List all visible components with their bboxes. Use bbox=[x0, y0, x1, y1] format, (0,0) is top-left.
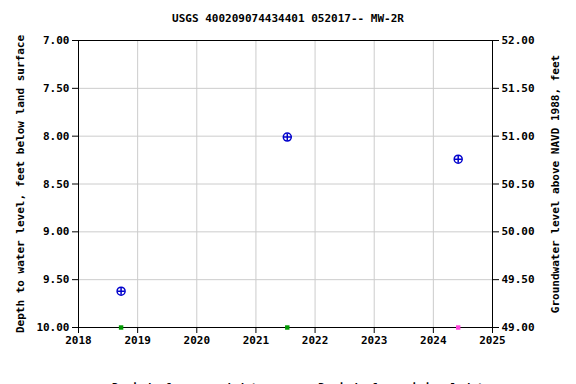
svg-text:2022: 2022 bbox=[302, 334, 329, 347]
svg-text:2020: 2020 bbox=[184, 334, 211, 347]
svg-text:Groundwater level above NAVD 1: Groundwater level above NAVD 1988, feet bbox=[549, 55, 562, 313]
svg-text:51.00: 51.00 bbox=[502, 130, 535, 143]
svg-text:50.00: 50.00 bbox=[502, 225, 535, 238]
svg-text:9.50: 9.50 bbox=[43, 273, 70, 286]
svg-text:7.50: 7.50 bbox=[43, 82, 70, 95]
svg-text:Depth to water level, feet bel: Depth to water level, feet below land su… bbox=[14, 35, 27, 333]
svg-text:2023: 2023 bbox=[361, 334, 388, 347]
svg-text:2021: 2021 bbox=[243, 334, 270, 347]
html-text:USGS 400209074434401 052017--: USGS 400209074434401 052017-- MW-2R bbox=[172, 12, 404, 25]
svg-text:2024: 2024 bbox=[420, 334, 447, 347]
svg-text:52.00: 52.00 bbox=[502, 34, 535, 47]
svg-text:10.00: 10.00 bbox=[36, 321, 69, 334]
svg-text:49.50: 49.50 bbox=[502, 273, 535, 286]
svg-text:9.00: 9.00 bbox=[43, 225, 70, 238]
svg-text:8.00: 8.00 bbox=[43, 130, 70, 143]
svg-text:2019: 2019 bbox=[124, 334, 151, 347]
svg-text:51.50: 51.50 bbox=[502, 82, 535, 95]
svg-text:8.50: 8.50 bbox=[43, 178, 70, 191]
svg-text:2025: 2025 bbox=[479, 334, 506, 347]
svg-text:2018: 2018 bbox=[65, 334, 92, 347]
svg-text:7.00: 7.00 bbox=[43, 34, 70, 47]
svg-text:50.50: 50.50 bbox=[502, 178, 535, 191]
svg-text:49.00: 49.00 bbox=[502, 321, 535, 334]
